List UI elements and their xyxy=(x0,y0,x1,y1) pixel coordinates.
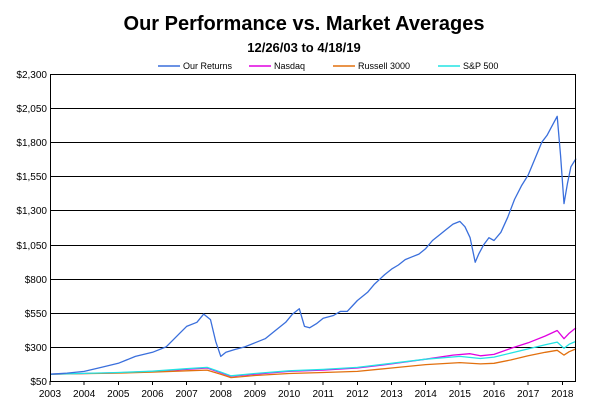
axes xyxy=(50,74,576,382)
x-tick-label: 2018 xyxy=(551,389,574,400)
series-line-nasdaq xyxy=(49,327,577,377)
y-tick-label: $2,050 xyxy=(16,104,47,115)
y-tick-label: $2,300 xyxy=(16,70,47,81)
x-tick-label: 2004 xyxy=(73,389,96,400)
x-tick-label: 2015 xyxy=(449,389,472,400)
x-tick-label: 2017 xyxy=(517,389,540,400)
legend-item: Our Returns xyxy=(158,61,233,71)
y-tick-label: $1,050 xyxy=(16,241,47,252)
legend-item: Russell 3000 xyxy=(333,61,410,71)
y-tick-label: $1,550 xyxy=(16,172,47,183)
legend-label: Russell 3000 xyxy=(358,61,410,71)
x-tick-label: 2013 xyxy=(380,389,403,400)
legend-label: Our Returns xyxy=(183,61,233,71)
series-line-our-returns xyxy=(49,115,577,375)
legend-item: Nasdaq xyxy=(249,61,305,71)
chart-subtitle: 12/26/03 to 4/18/19 xyxy=(247,40,360,55)
chart-title: Our Performance vs. Market Averages xyxy=(124,13,485,35)
y-tick-label: $1,800 xyxy=(16,138,47,149)
x-tick-label: 2008 xyxy=(210,389,233,400)
x-tick-label: 2009 xyxy=(244,389,267,400)
x-tick-label: 2007 xyxy=(175,389,198,400)
x-tick-label: 2005 xyxy=(107,389,130,400)
gridlines xyxy=(50,74,576,382)
y-tick-label: $800 xyxy=(25,275,48,286)
series-lines xyxy=(49,115,577,379)
x-tick-label: 2011 xyxy=(312,389,334,400)
x-tick-label: 2012 xyxy=(346,389,369,400)
legend: Our Returns Nasdaq Russell 3000 S&P 500 xyxy=(158,61,498,71)
y-tick-label: $300 xyxy=(25,343,48,354)
y-tick-label: $1,300 xyxy=(16,206,47,217)
series-line-s-p-500 xyxy=(49,340,577,377)
legend-label: S&P 500 xyxy=(463,61,498,71)
y-tick-label: $50 xyxy=(30,377,47,388)
x-tick-label: 2016 xyxy=(483,389,506,400)
legend-label: Nasdaq xyxy=(274,61,305,71)
x-tick-label: 2014 xyxy=(415,389,438,400)
legend-item: S&P 500 xyxy=(438,61,498,71)
y-tick-label: $550 xyxy=(25,309,48,320)
x-tick-label: 2003 xyxy=(39,389,62,400)
series-line-russell-3000 xyxy=(49,348,577,379)
y-axis-ticks: $50 $300 $550 $800 $1,050 $1,300 $1,550 $1,800 $… xyxy=(16,70,47,388)
x-tick-label: 2006 xyxy=(141,389,164,400)
x-axis-ticks: 2003 2004 2005 2006 2007 2008 2009 2010 2011 2012… xyxy=(39,381,574,400)
x-tick-label: 2010 xyxy=(278,389,301,400)
